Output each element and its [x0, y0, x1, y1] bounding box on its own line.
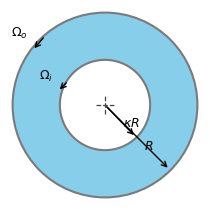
Text: $\kappa R$: $\kappa R$ [123, 117, 140, 130]
Circle shape [13, 13, 197, 197]
Text: $\Omega_o$: $\Omega_o$ [10, 26, 27, 41]
Circle shape [60, 60, 150, 150]
Text: $\Omega_i$: $\Omega_i$ [39, 69, 53, 84]
Text: $R$: $R$ [144, 140, 154, 154]
